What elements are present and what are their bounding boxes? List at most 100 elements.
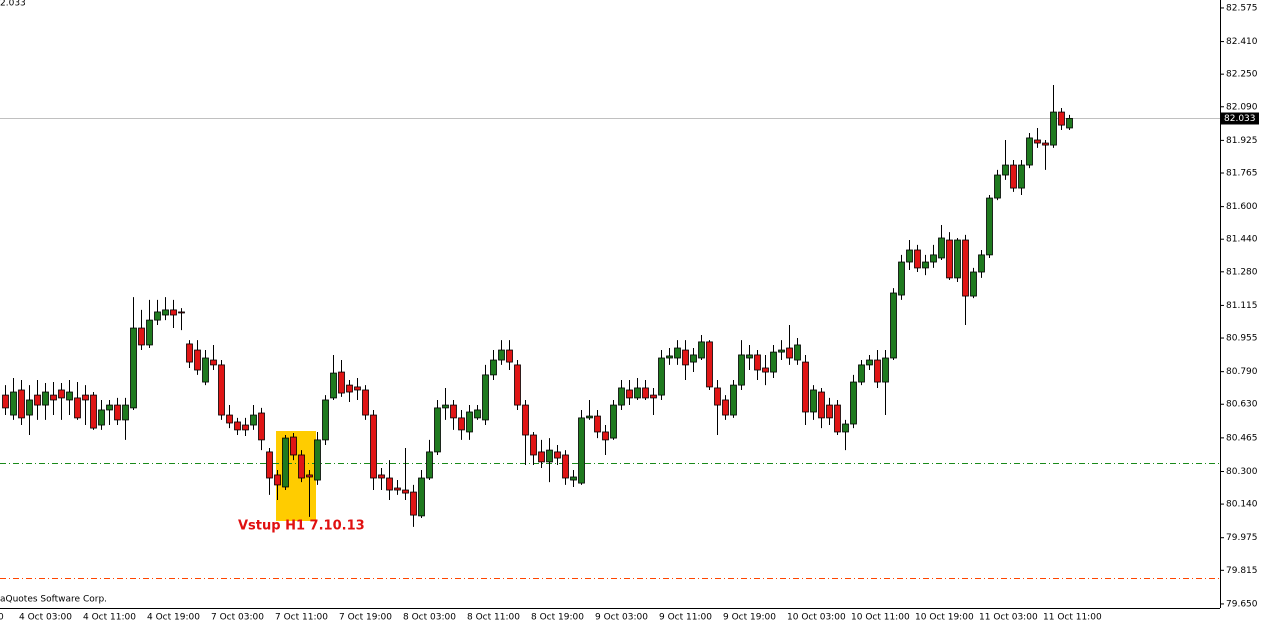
- candle-body: [714, 387, 721, 406]
- copyright: aQuotes Software Corp.: [0, 595, 107, 605]
- candle-body: [218, 364, 225, 416]
- y-tick-label: 81.600: [1226, 202, 1258, 212]
- y-tick-label: 80.140: [1226, 500, 1258, 510]
- candle-body: [306, 474, 313, 478]
- candle-body: [866, 359, 873, 366]
- x-tick-label: 7 Oct 03:00: [211, 613, 264, 623]
- candle-body: [26, 399, 33, 416]
- candle-body: [1058, 111, 1065, 126]
- candle-body: [338, 371, 345, 394]
- candle-body: [298, 454, 305, 479]
- candle-body: [858, 364, 865, 383]
- price-label-box: [1221, 112, 1259, 125]
- candle-body: [946, 239, 953, 279]
- candle-body: [314, 439, 321, 481]
- candle-body: [970, 271, 977, 297]
- candle-body: [986, 197, 993, 256]
- y-tick-label: 80.465: [1226, 433, 1258, 443]
- y-tick-label: 81.765: [1226, 168, 1258, 178]
- candle-body: [786, 347, 793, 359]
- candle-body: [410, 491, 417, 516]
- candle-body: [322, 399, 329, 441]
- candle-body: [170, 309, 177, 316]
- x-tick-label: 4 Oct 03:00: [19, 613, 72, 623]
- candle-body: [922, 261, 929, 269]
- candle-body: [778, 349, 785, 353]
- candle-body: [666, 355, 673, 359]
- candle-body: [562, 454, 569, 479]
- x-tick-label: 11 Oct 03:00: [979, 613, 1038, 623]
- candle-body: [506, 349, 513, 363]
- y-tick-label: 81.440: [1226, 235, 1258, 245]
- x-tick-label: 8 Oct 03:00: [403, 613, 456, 623]
- x-tick-label: 4 Oct 19:00: [147, 613, 200, 623]
- candle-body: [10, 391, 17, 416]
- candle-body: [874, 359, 881, 383]
- y-tick-label: 81.925: [1226, 136, 1258, 146]
- candle-body: [66, 391, 73, 401]
- candle-body: [618, 387, 625, 406]
- candle-body: [50, 394, 57, 401]
- candle-body: [482, 374, 489, 421]
- candle-body: [90, 394, 97, 429]
- candle-body: [522, 404, 529, 436]
- candle-body: [658, 357, 665, 396]
- candle-body: [930, 254, 937, 263]
- clipped-price-label: 2.033: [0, 0, 26, 9]
- y-tick-label: 80.955: [1226, 334, 1258, 344]
- candle-body: [602, 431, 609, 441]
- x-tick-label: 10 Oct 03:00: [787, 613, 846, 623]
- candle-body: [850, 381, 857, 425]
- x-tick-label: 8 Oct 19:00: [531, 613, 584, 623]
- candle-body: [1034, 139, 1041, 144]
- candle-body: [738, 354, 745, 386]
- candle-body: [722, 399, 729, 416]
- candle-body: [202, 357, 209, 383]
- candle-body: [842, 423, 849, 433]
- x-tick-label: 10 Oct 19:00: [915, 613, 974, 623]
- candle-body: [914, 249, 921, 269]
- x-tick-label: 7 Oct 19:00: [339, 613, 392, 623]
- x-tick-label: 9 Oct 03:00: [595, 613, 648, 623]
- candle-body: [698, 341, 705, 359]
- y-tick-label: 82.090: [1226, 102, 1258, 112]
- price-label: 82.033: [1224, 114, 1256, 124]
- candle-body: [226, 414, 233, 424]
- candle-body: [394, 487, 401, 491]
- candle-body: [490, 359, 497, 376]
- candle-body: [882, 357, 889, 383]
- candle-body: [1002, 164, 1009, 176]
- candle-body: [442, 404, 449, 409]
- y-tick-label: 80.630: [1226, 400, 1258, 410]
- candle-body: [690, 354, 697, 363]
- candle-body: [242, 424, 249, 431]
- candle-body: [162, 309, 169, 316]
- candle-body: [530, 434, 537, 456]
- candle-body: [354, 386, 361, 391]
- candle-body: [1026, 137, 1033, 166]
- candle-body: [826, 404, 833, 419]
- candle-body: [1050, 111, 1057, 146]
- candle-body: [594, 415, 601, 433]
- candle-body: [402, 489, 409, 494]
- x-tick-label: 4 Oct 11:00: [83, 613, 136, 623]
- candle-body: [98, 409, 105, 426]
- candle-body: [466, 411, 473, 433]
- candle-body: [898, 261, 905, 296]
- candle-body: [834, 404, 841, 433]
- candle-body: [178, 311, 185, 314]
- y-tick-label: 80.790: [1226, 367, 1258, 377]
- x-tick-label: 8 Oct 11:00: [467, 613, 520, 623]
- candle-body: [146, 319, 153, 346]
- candle-body: [546, 449, 553, 463]
- candle-body: [642, 387, 649, 399]
- candle-body: [570, 476, 577, 481]
- candle-body: [154, 311, 161, 321]
- candle-body: [362, 389, 369, 416]
- candle-body: [634, 387, 641, 399]
- candle-body: [682, 349, 689, 366]
- candle-body: [794, 344, 801, 361]
- candle-body: [674, 347, 681, 359]
- candle-body: [42, 391, 49, 406]
